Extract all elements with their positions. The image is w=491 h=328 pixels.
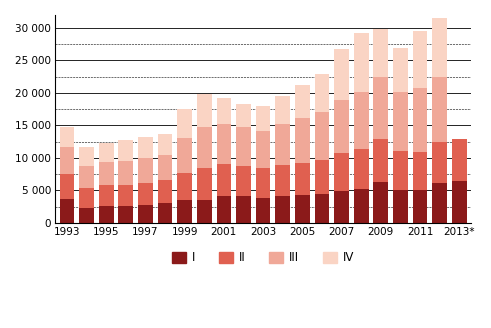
Bar [393,151,408,190]
Bar [354,189,369,223]
Bar [118,161,133,185]
Bar [197,94,212,127]
Bar [59,199,74,223]
Bar [315,160,329,194]
Bar [59,127,74,147]
Bar [275,96,290,124]
Bar [158,203,172,223]
Bar [138,205,153,223]
Bar [432,18,447,77]
Bar [432,77,447,142]
Bar [393,190,408,223]
Bar [334,191,349,223]
Bar [432,142,447,183]
Bar [295,85,310,118]
Bar [217,196,231,223]
Bar [197,200,212,223]
Bar [99,206,113,223]
Bar [236,128,251,166]
Bar [79,147,94,166]
Bar [236,166,251,196]
Bar [412,152,427,190]
Bar [236,104,251,128]
Bar [334,100,349,154]
Bar [412,31,427,88]
Bar [177,200,192,223]
Bar [79,166,94,188]
Bar [99,185,113,206]
Bar [138,183,153,205]
Bar [315,74,329,113]
Bar [138,158,153,183]
Bar [412,88,427,152]
Bar [177,138,192,173]
Bar [217,164,231,196]
Bar [354,32,369,92]
Bar [452,139,466,181]
Bar [354,149,369,189]
Bar [118,206,133,223]
Bar [158,155,172,180]
Bar [256,197,271,223]
Bar [256,131,271,168]
Bar [59,147,74,174]
Bar [275,165,290,196]
Bar [295,162,310,195]
Bar [295,118,310,162]
Bar [217,98,231,124]
Bar [393,92,408,151]
Bar [374,182,388,223]
Bar [334,154,349,191]
Bar [177,173,192,200]
Bar [374,77,388,139]
Bar [452,181,466,223]
Bar [197,127,212,168]
Bar [275,124,290,165]
Bar [256,106,271,131]
Bar [158,180,172,203]
Bar [79,188,94,208]
Bar [354,92,369,149]
Bar [118,185,133,206]
Legend: I, II, III, IV: I, II, III, IV [167,247,359,269]
Bar [295,195,310,223]
Bar [432,183,447,223]
Bar [315,194,329,223]
Bar [59,174,74,199]
Bar [393,48,408,92]
Bar [236,196,251,223]
Bar [374,139,388,182]
Bar [374,29,388,77]
Bar [412,190,427,223]
Bar [334,50,349,100]
Bar [118,140,133,161]
Bar [138,137,153,158]
Bar [217,124,231,164]
Bar [256,168,271,197]
Bar [315,113,329,160]
Bar [275,196,290,223]
Bar [99,143,113,162]
Bar [99,162,113,185]
Bar [197,168,212,200]
Bar [158,134,172,155]
Bar [79,208,94,223]
Bar [177,109,192,138]
